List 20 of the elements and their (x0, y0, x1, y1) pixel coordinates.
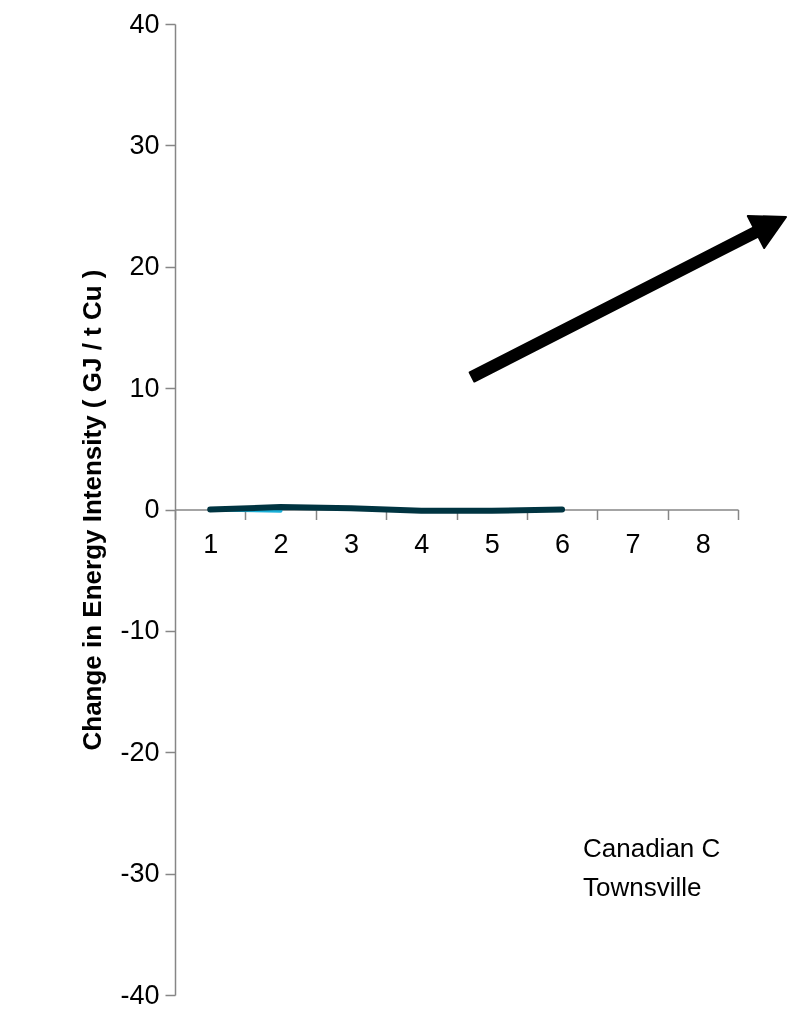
y-tick-label: 10 (129, 372, 160, 403)
y-tick-label: -40 (120, 979, 160, 1010)
x-tick-label: 1 (203, 529, 219, 559)
y-tick-label: 20 (129, 251, 160, 282)
x-tick-label: 4 (414, 529, 430, 559)
y-tick-label: 30 (129, 129, 160, 160)
y-tick-label: -30 (120, 858, 160, 889)
y-tick-label: 0 (144, 494, 160, 524)
x-tick-label: 6 (555, 529, 571, 559)
y-axis-title: Change in Energy Intensity ( GJ / t Cu ) (77, 269, 108, 751)
x-tick-label: 5 (484, 529, 500, 559)
x-tick-label: 2 (273, 529, 289, 559)
annotation: Townsville (583, 872, 702, 902)
x-tick-label: 7 (625, 529, 641, 559)
y-tick-label: -20 (120, 736, 160, 767)
annotation: Canadian C (583, 833, 721, 863)
y-tick-label: -10 (120, 615, 160, 646)
x-tick-label: 8 (695, 529, 711, 559)
x-tick-label: 3 (343, 529, 359, 559)
y-tick-label: 40 (129, 8, 160, 39)
